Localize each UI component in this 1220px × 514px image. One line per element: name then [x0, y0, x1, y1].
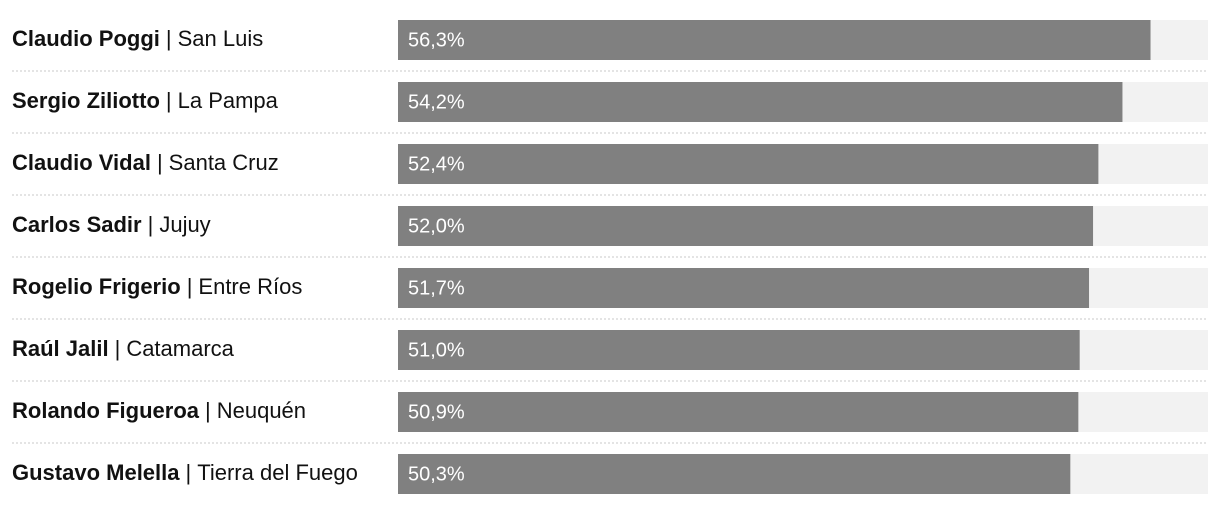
value-label: 51,7% [408, 277, 465, 299]
region: Jujuy [159, 212, 210, 237]
region: Santa Cruz [169, 150, 279, 175]
separator: | [115, 336, 121, 361]
separator: | [205, 398, 211, 423]
region: Tierra del Fuego [197, 460, 358, 485]
candidate-name: Rolando Figueroa [12, 398, 200, 423]
separator: | [157, 150, 163, 175]
row-label: Claudio Poggi | San Luis [12, 26, 263, 51]
candidate-name: Sergio Ziliotto [12, 88, 160, 113]
value-label: 56,3% [408, 29, 465, 51]
value-label: 52,4% [408, 153, 465, 175]
bar [398, 82, 1123, 122]
candidate-name: Gustavo Melella [12, 460, 180, 485]
region: Neuquén [217, 398, 306, 423]
value-label: 52,0% [408, 215, 465, 237]
value-label: 50,3% [408, 463, 465, 485]
bar [398, 206, 1094, 246]
separator: | [187, 274, 193, 299]
separator: | [148, 212, 154, 237]
row-label: Rogelio Frigerio | Entre Ríos [12, 274, 302, 299]
bar [398, 144, 1099, 184]
separator: | [166, 88, 172, 113]
region: Catamarca [126, 336, 234, 361]
bar [398, 392, 1079, 432]
region: San Luis [178, 26, 264, 51]
candidate-name: Claudio Poggi [12, 26, 160, 51]
candidate-name: Claudio Vidal [12, 150, 151, 175]
region: Entre Ríos [198, 274, 302, 299]
bar [398, 20, 1151, 60]
value-label: 50,9% [408, 401, 465, 423]
row-label: Rolando Figueroa | Neuquén [12, 398, 306, 423]
separator: | [186, 460, 192, 485]
row-label: Gustavo Melella | Tierra del Fuego [12, 460, 358, 485]
row-label: Carlos Sadir | Jujuy [12, 212, 211, 237]
candidate-name: Raúl Jalil [12, 336, 109, 361]
separator: | [166, 26, 172, 51]
candidate-name: Rogelio Frigerio [12, 274, 181, 299]
row-label: Sergio Ziliotto | La Pampa [12, 88, 279, 113]
bar [398, 330, 1080, 370]
value-label: 51,0% [408, 339, 465, 361]
row-label: Raúl Jalil | Catamarca [12, 336, 235, 361]
region: La Pampa [178, 88, 279, 113]
bar [398, 268, 1090, 308]
value-label: 54,2% [408, 91, 465, 113]
row-label: Claudio Vidal | Santa Cruz [12, 150, 279, 175]
bar [398, 454, 1071, 494]
candidate-name: Carlos Sadir [12, 212, 142, 237]
